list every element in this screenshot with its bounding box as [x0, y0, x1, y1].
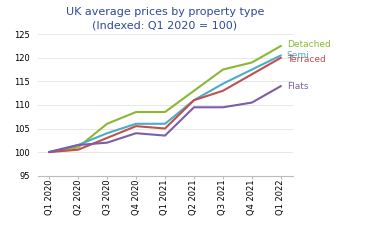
Text: Terraced: Terraced — [287, 55, 326, 64]
Text: Flats: Flats — [287, 81, 308, 91]
Text: Detached: Detached — [287, 40, 330, 49]
Text: Semi: Semi — [287, 51, 309, 60]
Title: UK average prices by property type
(Indexed: Q1 2020 = 100): UK average prices by property type (Inde… — [66, 7, 264, 30]
